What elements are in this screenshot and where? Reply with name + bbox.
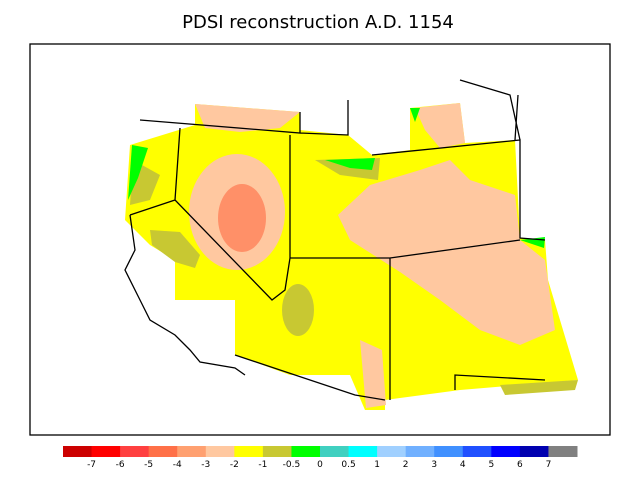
colorbar-swatch <box>148 446 178 457</box>
colorbar: -7 -6 -5 -4 -3 -2 -1 -0.5 0 0.5 1 2 3 4 5 6 7 <box>63 446 578 470</box>
colorbar-swatch <box>205 446 235 457</box>
colorbar-tick-label: -1 <box>258 460 267 470</box>
colorbar-swatch <box>262 446 292 457</box>
colorbar-tick-label: 4 <box>460 460 466 470</box>
colorbar-tick-label: 7 <box>546 460 552 470</box>
colorbar-swatch <box>320 446 350 457</box>
colorbar-swatch <box>491 446 521 457</box>
colorbar-tick-label: -7 <box>87 460 96 470</box>
colorbar-tick-label: 5 <box>488 460 494 470</box>
state-borders <box>124 79 546 401</box>
colorbar-tick-label: 0 <box>317 460 323 470</box>
colorbar-swatch <box>63 446 93 457</box>
colorbar-swatch <box>548 446 578 457</box>
colorbar-swatch <box>377 446 407 457</box>
map-title: PDSI reconstruction A.D. 1154 <box>182 12 454 33</box>
colorbar-swatch <box>120 446 150 457</box>
colorbar-swatch <box>91 446 121 457</box>
colorbar-swatch <box>434 446 464 457</box>
colorbar-tick-label: -5 <box>144 460 153 470</box>
colorbar-tick-label: -4 <box>173 460 182 470</box>
colorbar-swatch <box>234 446 264 457</box>
colorbar-swatch <box>177 446 207 457</box>
colorbar-tick-label: 6 <box>517 460 523 470</box>
colorbar-tick-label: 2 <box>403 460 409 470</box>
colorbar-swatch <box>291 446 321 457</box>
colorbar-tick-label: -6 <box>116 460 125 470</box>
colorbar-tick-label: 0.5 <box>341 460 355 470</box>
colorbar-tick-label: 3 <box>431 460 437 470</box>
colorbar-tick-label: 1 <box>374 460 380 470</box>
colorbar-swatch <box>405 446 435 457</box>
colorbar-tick-label: -3 <box>201 460 210 470</box>
colorbar-tick-label: -2 <box>230 460 239 470</box>
colorbar-swatch <box>519 446 549 457</box>
colorbar-tick-label: -0.5 <box>283 460 301 470</box>
colorbar-swatch <box>462 446 492 457</box>
map-fill <box>125 103 578 410</box>
colorbar-swatch <box>348 446 378 457</box>
